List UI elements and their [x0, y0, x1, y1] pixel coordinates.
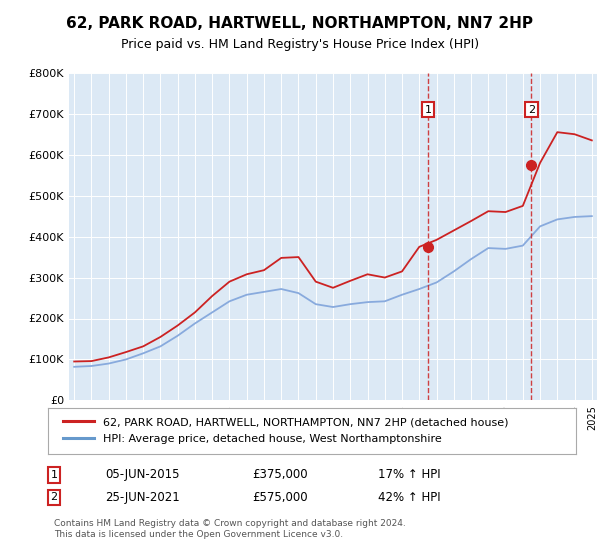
Text: 2: 2	[528, 105, 535, 115]
Text: £575,000: £575,000	[252, 491, 308, 504]
Text: 17% ↑ HPI: 17% ↑ HPI	[378, 468, 440, 482]
Text: 1: 1	[50, 470, 58, 480]
Text: 2: 2	[50, 492, 58, 502]
Text: Price paid vs. HM Land Registry's House Price Index (HPI): Price paid vs. HM Land Registry's House …	[121, 38, 479, 52]
Text: £375,000: £375,000	[252, 468, 308, 482]
Text: 25-JUN-2021: 25-JUN-2021	[105, 491, 180, 504]
Text: 1: 1	[424, 105, 431, 115]
Text: 05-JUN-2015: 05-JUN-2015	[105, 468, 179, 482]
Text: 42% ↑ HPI: 42% ↑ HPI	[378, 491, 440, 504]
Text: 62, PARK ROAD, HARTWELL, NORTHAMPTON, NN7 2HP: 62, PARK ROAD, HARTWELL, NORTHAMPTON, NN…	[67, 16, 533, 31]
Text: Contains HM Land Registry data © Crown copyright and database right 2024.
This d: Contains HM Land Registry data © Crown c…	[54, 520, 406, 539]
Legend: 62, PARK ROAD, HARTWELL, NORTHAMPTON, NN7 2HP (detached house), HPI: Average pri: 62, PARK ROAD, HARTWELL, NORTHAMPTON, NN…	[59, 412, 513, 449]
